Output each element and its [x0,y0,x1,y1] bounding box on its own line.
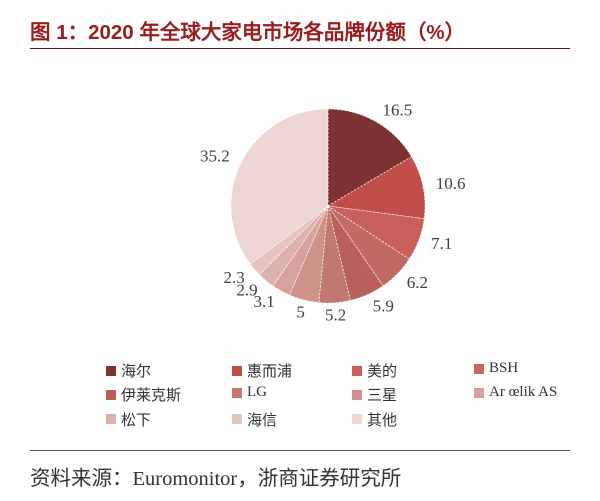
svg-text:10.6: 10.6 [436,174,466,193]
svg-text:7.1: 7.1 [431,234,452,253]
svg-text:6.2: 6.2 [407,273,428,292]
svg-text:16.5: 16.5 [383,101,413,120]
svg-text:5: 5 [296,303,305,322]
svg-text:35.2: 35.2 [200,147,230,166]
svg-text:5.9: 5.9 [373,297,394,316]
svg-text:2.3: 2.3 [224,268,245,287]
svg-text:5.2: 5.2 [325,306,346,325]
